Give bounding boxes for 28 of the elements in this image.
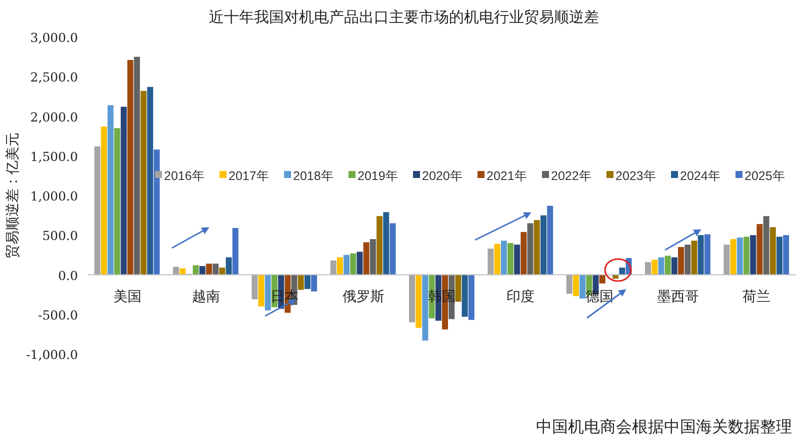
y-tick-label: 500.0	[42, 228, 78, 244]
y-tick-label: 3,000.0	[30, 30, 78, 45]
y-tick-label: 1,000.0	[30, 188, 78, 204]
x-tick-label: 墨西哥	[657, 288, 699, 305]
legend-label: 2018年	[293, 169, 334, 183]
y-tick-label: -500.0	[38, 307, 78, 322]
x-tick-label: 印度	[506, 288, 535, 305]
legend-label: 2023年	[616, 169, 656, 183]
x-tick-label: 越南	[192, 288, 220, 305]
y-tick-label: 0.0	[58, 268, 78, 283]
y-tick-label: 1,500.0	[30, 148, 78, 164]
y-axis-title: 贸易顺逆差：亿美元	[5, 132, 21, 258]
legend-label: 2017年	[228, 169, 270, 183]
legend-label: 2021年	[486, 169, 528, 183]
legend-label: 2020年	[422, 169, 463, 183]
legend-label: 2016年	[164, 169, 205, 183]
legend-label: 2025年	[744, 169, 786, 183]
legend-label: 2019年	[358, 169, 398, 183]
chart-title: 近十年我国对机电产品出口主要市场的机电行业贸易顺逆差	[209, 8, 599, 26]
y-tick-label: 2,500.0	[30, 70, 78, 85]
x-tick-label: 荷兰	[742, 288, 771, 305]
legend-label: 2022年	[551, 169, 592, 183]
y-tick-label: -1,000.0	[26, 347, 78, 362]
x-tick-label: 美国	[113, 288, 142, 305]
x-tick-label: 俄罗斯	[342, 288, 384, 305]
legend-label: 2024年	[680, 169, 721, 183]
y-tick-label: 2,000.0	[30, 109, 78, 124]
text: 中国机电商会根据中国海关数据整理	[536, 417, 792, 436]
